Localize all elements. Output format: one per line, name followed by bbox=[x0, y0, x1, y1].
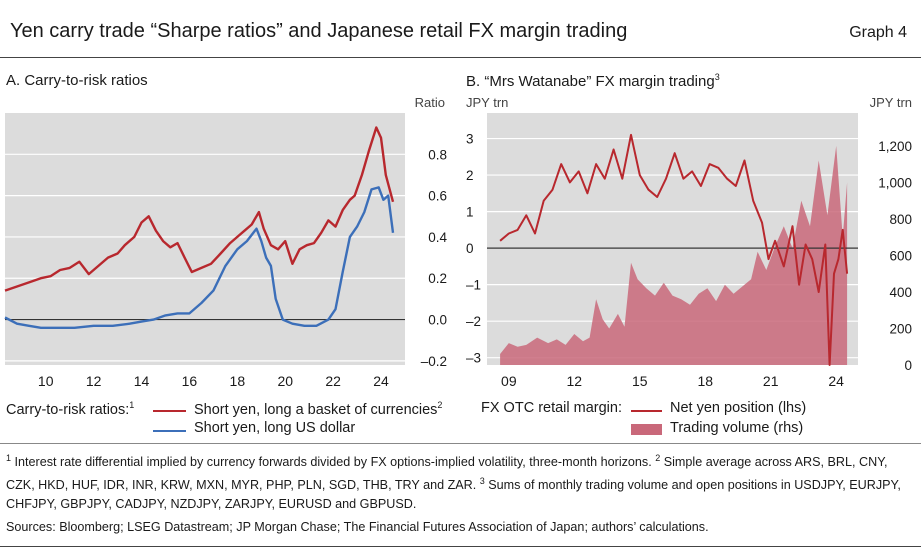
panel-b-ytick-right-label: 400 bbox=[889, 285, 912, 300]
panel-b-ytick-left-label: 1 bbox=[466, 205, 474, 220]
fn1-text: Interest rate differential implied by cu… bbox=[14, 455, 652, 470]
panel-b-xtick-label: 09 bbox=[501, 373, 517, 389]
panel-b-xtick-label: 21 bbox=[763, 373, 779, 389]
fn2-text: Simple average across ARS, BRL, CNY, CZK… bbox=[6, 455, 888, 493]
fn3-text: Sums of monthly trading volume and open … bbox=[6, 478, 901, 512]
panel-b-ytick-right-label: 1,000 bbox=[878, 175, 912, 190]
panel-a-title: A. Carry-to-risk ratios bbox=[6, 72, 148, 89]
panel-a-yaxis-title: Ratio bbox=[415, 95, 445, 110]
panel-b-ytick-left-label: –2 bbox=[466, 314, 481, 329]
graph-label: Graph 4 bbox=[849, 24, 907, 41]
panel-b-ytick-left-label: –1 bbox=[466, 278, 481, 293]
panel-a-ytick-label: 0.8 bbox=[428, 147, 447, 162]
panel-a-ytick-label: 0.6 bbox=[428, 189, 447, 204]
legend-a-prefix-note: 1 bbox=[129, 400, 135, 410]
panel-a-xtick-label: 14 bbox=[134, 373, 150, 389]
legend-rule bbox=[0, 443, 921, 444]
figure-title: Yen carry trade “Sharpe ratios” and Japa… bbox=[10, 20, 628, 42]
legend-b-prefix: FX OTC retail margin: bbox=[481, 400, 622, 416]
legend-b-series-net-yen: Net yen position (lhs) bbox=[670, 400, 807, 416]
legend-a-series-basket: Short yen, long a basket of currencies2 bbox=[194, 400, 442, 418]
panel-b-title: B. “Mrs Watanabe” FX margin trading3 bbox=[466, 72, 720, 90]
legend-swatch-usd bbox=[153, 430, 186, 432]
panel-b-ytick-left-label: 0 bbox=[466, 241, 474, 256]
panel-b-yaxis-left-title: JPY trn bbox=[466, 95, 508, 110]
legend-swatch-net-yen bbox=[631, 410, 662, 412]
panel-a-ytick-label: –0.2 bbox=[421, 354, 447, 369]
panel-b-title-text: B. “Mrs Watanabe” FX margin trading bbox=[466, 73, 715, 90]
panel-b-xtick-label: 18 bbox=[697, 373, 713, 389]
series-area-trading-volume bbox=[500, 145, 848, 365]
panel-b-ytick-right-label: 1,200 bbox=[878, 139, 912, 154]
footnotes: 1 Interest rate differential implied by … bbox=[6, 449, 918, 514]
panel-a-xtick-label: 16 bbox=[182, 373, 198, 389]
charts-svg: –0.20.00.20.40.60.810 12 14 16 18 20 22 24Ratio… bbox=[4, 95, 912, 389]
panel-a-xtick-label: 18 bbox=[230, 373, 246, 389]
panel-a-xtick-label: 20 bbox=[277, 373, 293, 389]
fn1-num: 1 bbox=[6, 453, 12, 463]
panel-b-ytick-right-label: 600 bbox=[889, 248, 912, 263]
panel-b-ytick-left-label: 3 bbox=[466, 132, 474, 147]
panel-b-ytick-left-label: –3 bbox=[466, 351, 481, 366]
legend-swatch-basket bbox=[153, 410, 186, 412]
panel-a-ytick-label: 0.0 bbox=[428, 313, 447, 328]
panel-a-ytick-label: 0.2 bbox=[428, 271, 447, 286]
panel-b-ytick-right-label: 800 bbox=[889, 212, 912, 227]
panel-b-ytick-right-label: 0 bbox=[904, 358, 912, 373]
panel-b-ytick-right-label: 200 bbox=[889, 321, 912, 336]
panel-b-xtick-label: 15 bbox=[632, 373, 648, 389]
legend-a-prefix: Carry-to-risk ratios:1 bbox=[6, 400, 134, 418]
panel-a-xtick-label: 12 bbox=[86, 373, 102, 389]
panel-a-chart: –0.2 0.0 0.2 0.4 0.6 0.8 10 12 14 16 18 20 22 24 Ratio bbox=[4, 95, 447, 389]
series-line-basket bbox=[4, 126, 395, 292]
panel-a-xtick-label: 22 bbox=[325, 373, 341, 389]
bottom-rule bbox=[0, 546, 921, 547]
panel-b-ytick-left-label: 2 bbox=[466, 168, 474, 183]
panel-a-xtick-label: 24 bbox=[373, 373, 389, 389]
sources-line: Sources: Bloomberg; LSEG Datastream; JP … bbox=[6, 520, 709, 534]
panel-b-xtick-label: 24 bbox=[828, 373, 844, 389]
fn3-num: 3 bbox=[479, 476, 485, 487]
panel-b-xtick-label: 12 bbox=[567, 373, 583, 389]
legend-basket-text: Short yen, long a basket of currencies bbox=[194, 401, 438, 418]
series-line-usd bbox=[4, 186, 395, 329]
legend-basket-note: 2 bbox=[437, 400, 443, 410]
panel-a-ytick-label: 0.4 bbox=[428, 230, 447, 245]
legend-a-series-usd: Short yen, long US dollar bbox=[194, 420, 356, 436]
legend-swatch-volume bbox=[631, 424, 662, 435]
top-rule bbox=[0, 57, 921, 58]
fn2-num: 2 bbox=[655, 453, 661, 463]
panel-a-xtick-label: 10 bbox=[38, 373, 54, 389]
panel-a-plot-area bbox=[5, 113, 405, 365]
legend-a-prefix-text: Carry-to-risk ratios: bbox=[6, 401, 130, 418]
panel-b-title-note: 3 bbox=[714, 72, 720, 82]
legend-b-series-volume: Trading volume (rhs) bbox=[670, 420, 804, 436]
series-line-net-yen bbox=[499, 133, 849, 366]
panel-b-yaxis-right-title: JPY trn bbox=[870, 95, 912, 110]
